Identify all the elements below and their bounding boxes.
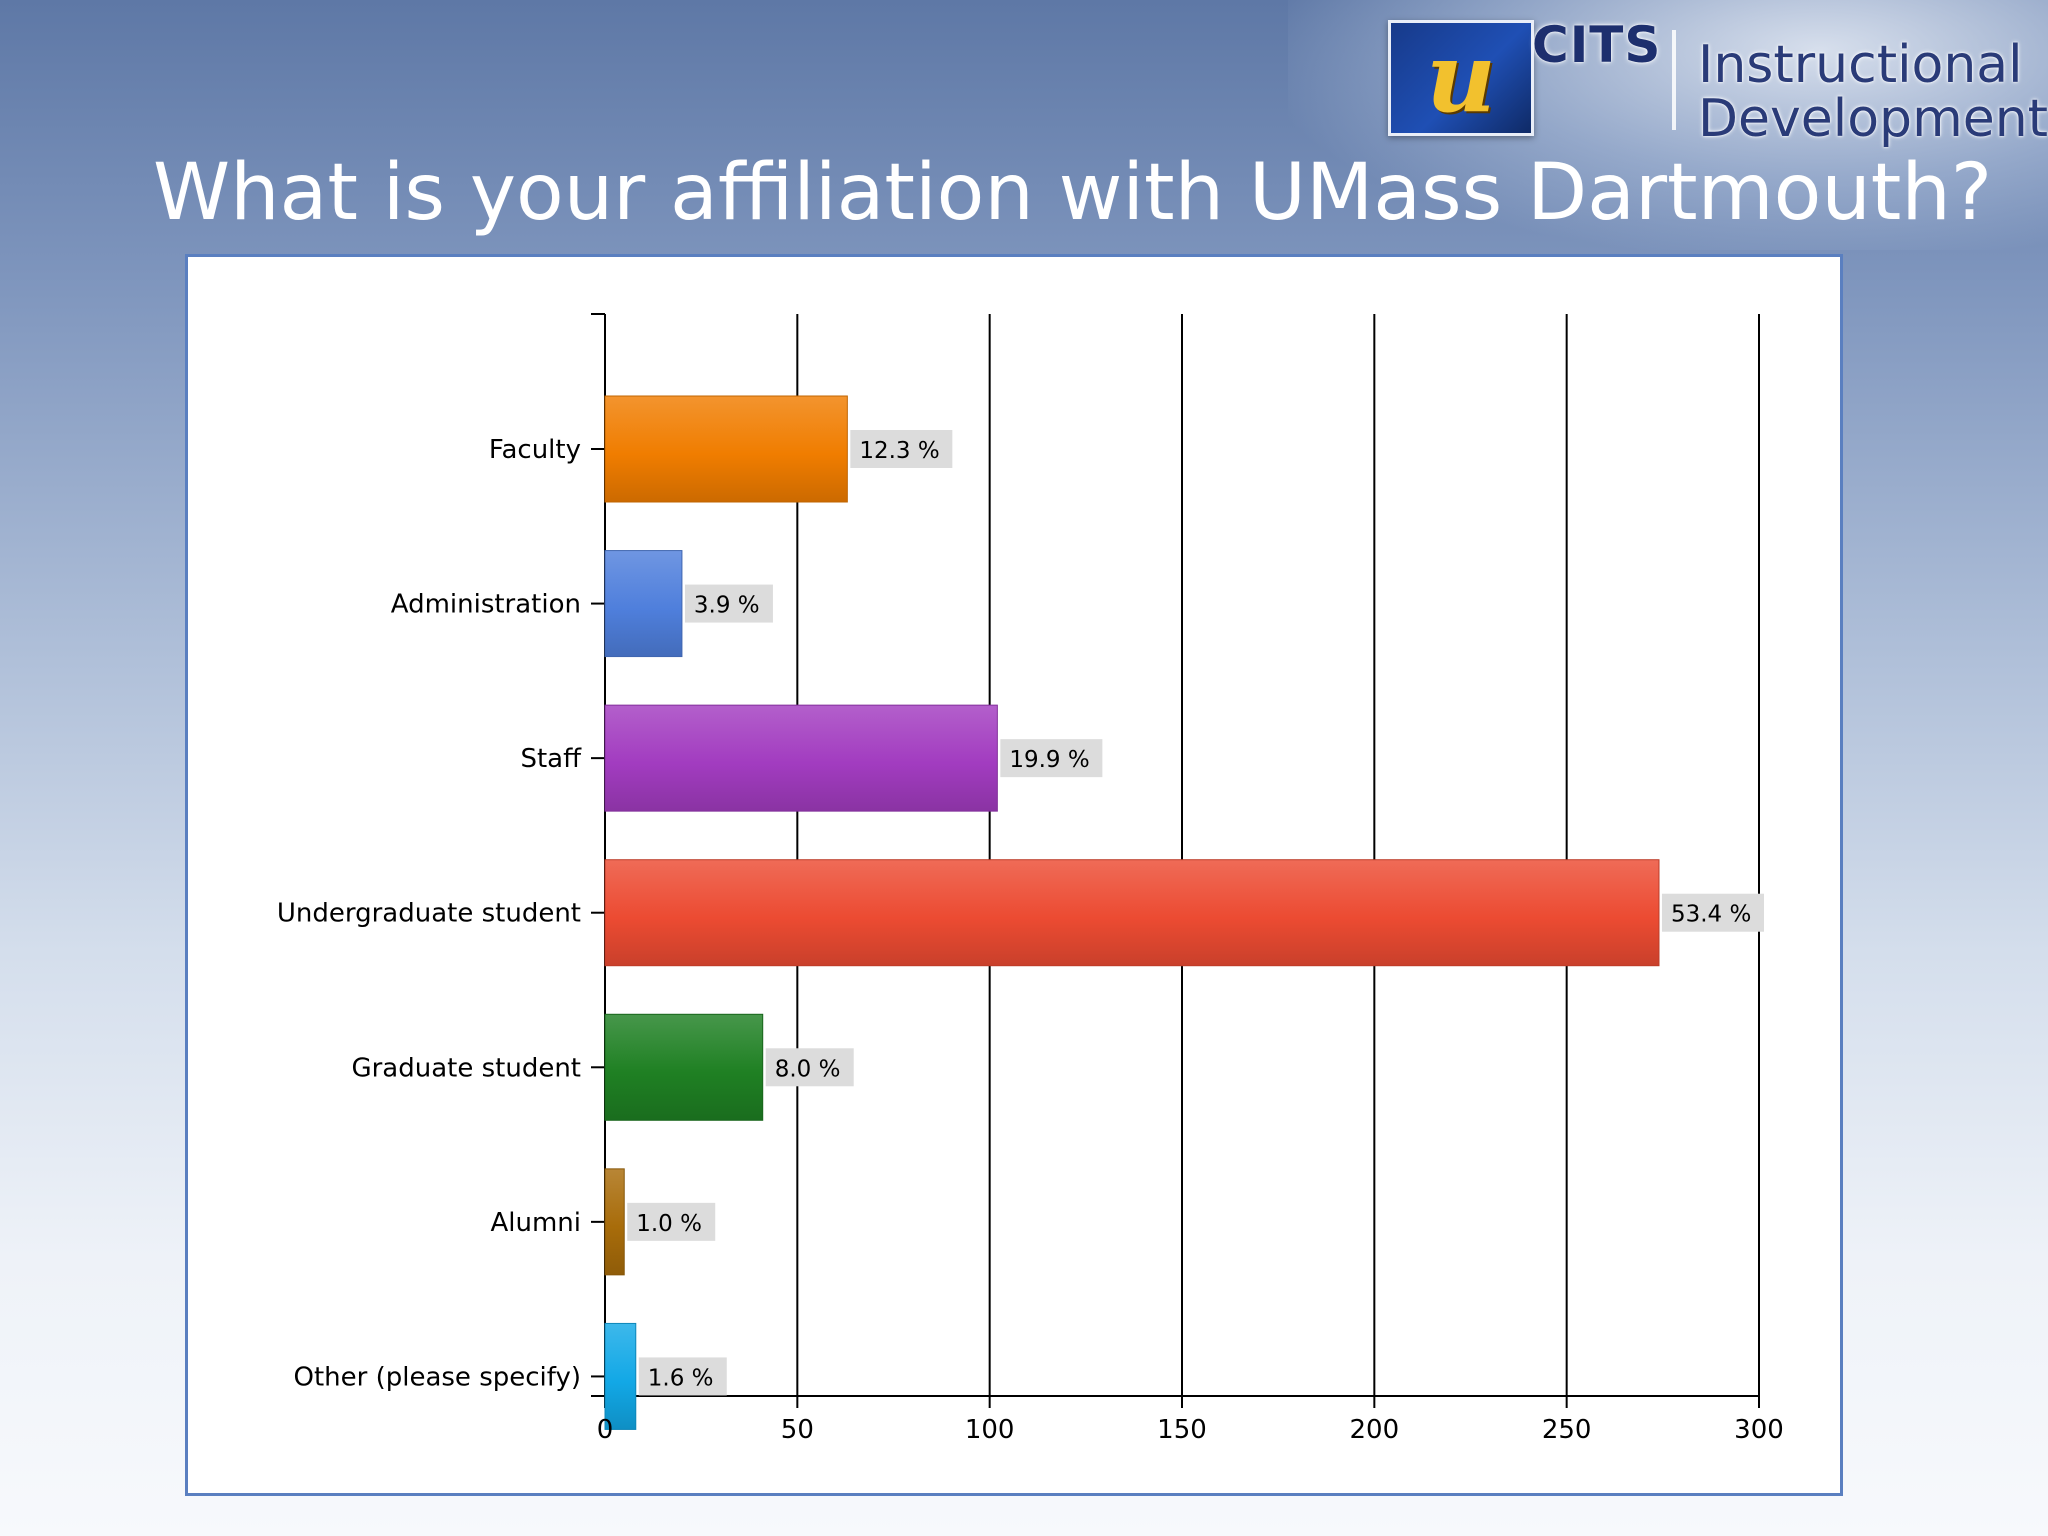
data-label-box — [1661, 893, 1764, 932]
data-label: 53.4 % — [1671, 902, 1751, 928]
data-label: 19.9 % — [1009, 747, 1089, 773]
bar-4 — [604, 1013, 764, 1121]
slide-title: What is your affiliation with UMass Dart… — [153, 148, 1993, 238]
umass-logo: u — [1388, 20, 1534, 136]
category-label: Staff — [520, 744, 582, 774]
category-label: Administration — [391, 590, 581, 620]
bar-6 — [604, 1322, 637, 1430]
bar-0 — [604, 395, 848, 503]
x-tick-label: 100 — [965, 1415, 1015, 1445]
data-label-box — [684, 584, 773, 623]
x-tick-label: 200 — [1350, 1415, 1400, 1445]
data-label: 1.0 % — [636, 1211, 702, 1237]
cits-logo-text: CITS — [1532, 16, 1662, 74]
brand-line-2: Development — [1698, 89, 2048, 149]
x-tick-label: 0 — [597, 1415, 614, 1445]
x-tick-label: 250 — [1542, 1415, 1592, 1445]
category-label: Graduate student — [351, 1053, 581, 1083]
bar-chart: 0 50 100 150 200 250 300 Faculty 12.3 % Administr… — [277, 313, 1784, 1445]
x-tick-label: 150 — [1157, 1415, 1207, 1445]
brand-line-1: Instructional — [1698, 35, 2023, 95]
data-label-box — [638, 1357, 727, 1396]
data-label-box — [1000, 739, 1103, 778]
data-label: 8.0 % — [775, 1056, 841, 1082]
data-label-box — [850, 430, 953, 468]
bar-2 — [604, 704, 998, 812]
labels: 0 50 100 150 200 250 300 Faculty 12.3 % Administr… — [277, 430, 1784, 1445]
category-label: Undergraduate student — [277, 899, 581, 929]
chart-panel: 0 50 100 150 200 250 300 Faculty 12.3 % Administr… — [185, 254, 1843, 1496]
data-label-box — [627, 1202, 716, 1241]
brand-name: Instructional Development — [1698, 35, 2048, 149]
data-label: 1.6 % — [648, 1365, 714, 1391]
category-label: Alumni — [490, 1208, 581, 1238]
category-label: Faculty — [489, 435, 581, 465]
data-label: 12.3 % — [859, 438, 939, 464]
bar-1 — [604, 550, 683, 658]
grid-lines — [796, 314, 1760, 1396]
bar-3 — [604, 859, 1660, 967]
bars — [604, 395, 1660, 1430]
category-label: Other (please specify) — [294, 1362, 582, 1392]
x-tick-label: 50 — [781, 1415, 814, 1445]
data-label-box — [765, 1048, 854, 1087]
data-label: 3.9 % — [694, 593, 760, 619]
bar-5 — [604, 1168, 625, 1276]
logo-divider — [1672, 30, 1676, 130]
umass-u-icon: u — [1426, 21, 1496, 134]
x-tick-label: 300 — [1734, 1415, 1784, 1445]
